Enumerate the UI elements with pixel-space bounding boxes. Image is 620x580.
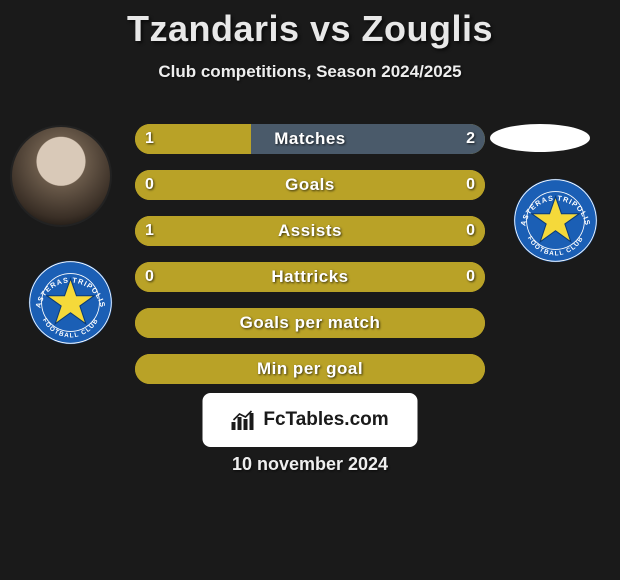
stat-row: Min per goal — [135, 354, 485, 384]
stat-value-left: 1 — [145, 124, 154, 154]
stat-row: Hattricks0 0 — [135, 262, 485, 292]
stat-value-right: 0 — [466, 170, 475, 200]
stat-value-left: 1 — [145, 216, 154, 246]
site-footer-tag: FcTables.com — [203, 393, 418, 447]
stat-label: Assists — [135, 216, 485, 246]
stat-value-right: 2 — [466, 124, 475, 154]
stat-row: Goals0 0 — [135, 170, 485, 200]
subtitle: Club competitions, Season 2024/2025 — [0, 62, 620, 82]
comparison-card: Tzandaris vs Zouglis Club competitions, … — [0, 0, 620, 580]
page-title: Tzandaris vs Zouglis — [0, 0, 620, 50]
stat-row: Assists1 0 — [135, 216, 485, 246]
stat-label: Goals per match — [135, 308, 485, 338]
date-label: 10 november 2024 — [0, 454, 620, 475]
site-name: FcTables.com — [263, 409, 388, 431]
player-avatar-right — [490, 124, 590, 152]
stat-label: Matches — [135, 124, 485, 154]
stat-label: Hattricks — [135, 262, 485, 292]
chart-icon — [231, 410, 257, 430]
stat-value-right: 0 — [466, 262, 475, 292]
stat-label: Min per goal — [135, 354, 485, 384]
stat-row: Matches1 2 — [135, 124, 485, 154]
stat-value-right: 0 — [466, 216, 475, 246]
club-badge-left: ASTERAS TRIPOLIS FOOTBALL CLUB — [28, 260, 113, 345]
stat-row: Goals per match — [135, 308, 485, 338]
stat-value-left: 0 — [145, 262, 154, 292]
player-avatar-left — [10, 125, 112, 227]
stat-value-left: 0 — [145, 170, 154, 200]
stat-label: Goals — [135, 170, 485, 200]
club-badge-right: ASTERAS TRIPOLIS FOOTBALL CLUB — [513, 178, 598, 263]
stats-area: Matches12Goals00Assists10Hattricks00Goal… — [135, 124, 485, 400]
